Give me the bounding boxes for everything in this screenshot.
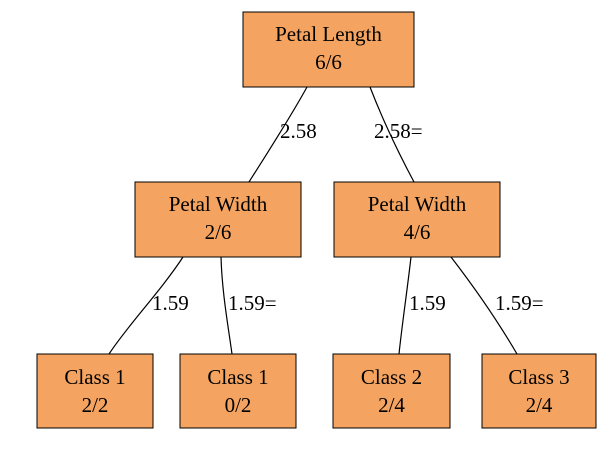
edge-root-left [248, 86, 308, 183]
left-split-value: 2/6 [205, 220, 232, 244]
root-value: 6/6 [315, 50, 342, 74]
leaf-4-value: 2/4 [526, 393, 553, 417]
edge-root-right [369, 86, 415, 183]
root-node: Petal Length 6/6 [242, 11, 415, 88]
leaf-4-title: Class 3 [508, 365, 569, 389]
leaf-2-value: 0/2 [225, 393, 252, 417]
leaf-node-3: Class 2 2/4 [332, 353, 451, 429]
edge-label-root-left: 2.58 [280, 119, 317, 143]
leaf-1-title: Class 1 [64, 365, 125, 389]
root-title: Petal Length [275, 22, 382, 46]
right-split-title: Petal Width [368, 192, 467, 216]
leaf-node-2: Class 1 0/2 [179, 353, 297, 429]
leaf-2-title: Class 1 [207, 365, 268, 389]
edge-label-right-leaf4: 1.59= [495, 291, 544, 315]
edge-label-left-leaf1: 1.59 [152, 291, 189, 315]
edge-label-root-right: 2.58= [374, 119, 423, 143]
leaf-node-4: Class 3 2/4 [481, 353, 597, 429]
left-split-title: Petal Width [169, 192, 268, 216]
edge-left-leaf1 [108, 256, 184, 355]
leaf-3-value: 2/4 [378, 393, 405, 417]
edge-right-leaf4 [450, 256, 518, 355]
edge-label-right-leaf3: 1.59 [409, 291, 446, 315]
left-split-node: Petal Width 2/6 [134, 181, 302, 258]
leaf-3-title: Class 2 [361, 365, 422, 389]
leaf-1-value: 2/2 [82, 393, 109, 417]
edge-label-left-leaf2: 1.59= [228, 291, 277, 315]
leaf-node-1: Class 1 2/2 [36, 353, 154, 429]
right-split-node: Petal Width 4/6 [333, 181, 501, 258]
edge-left-leaf2 [220, 256, 233, 355]
edge-right-leaf3 [398, 256, 412, 355]
right-split-value: 4/6 [404, 220, 431, 244]
